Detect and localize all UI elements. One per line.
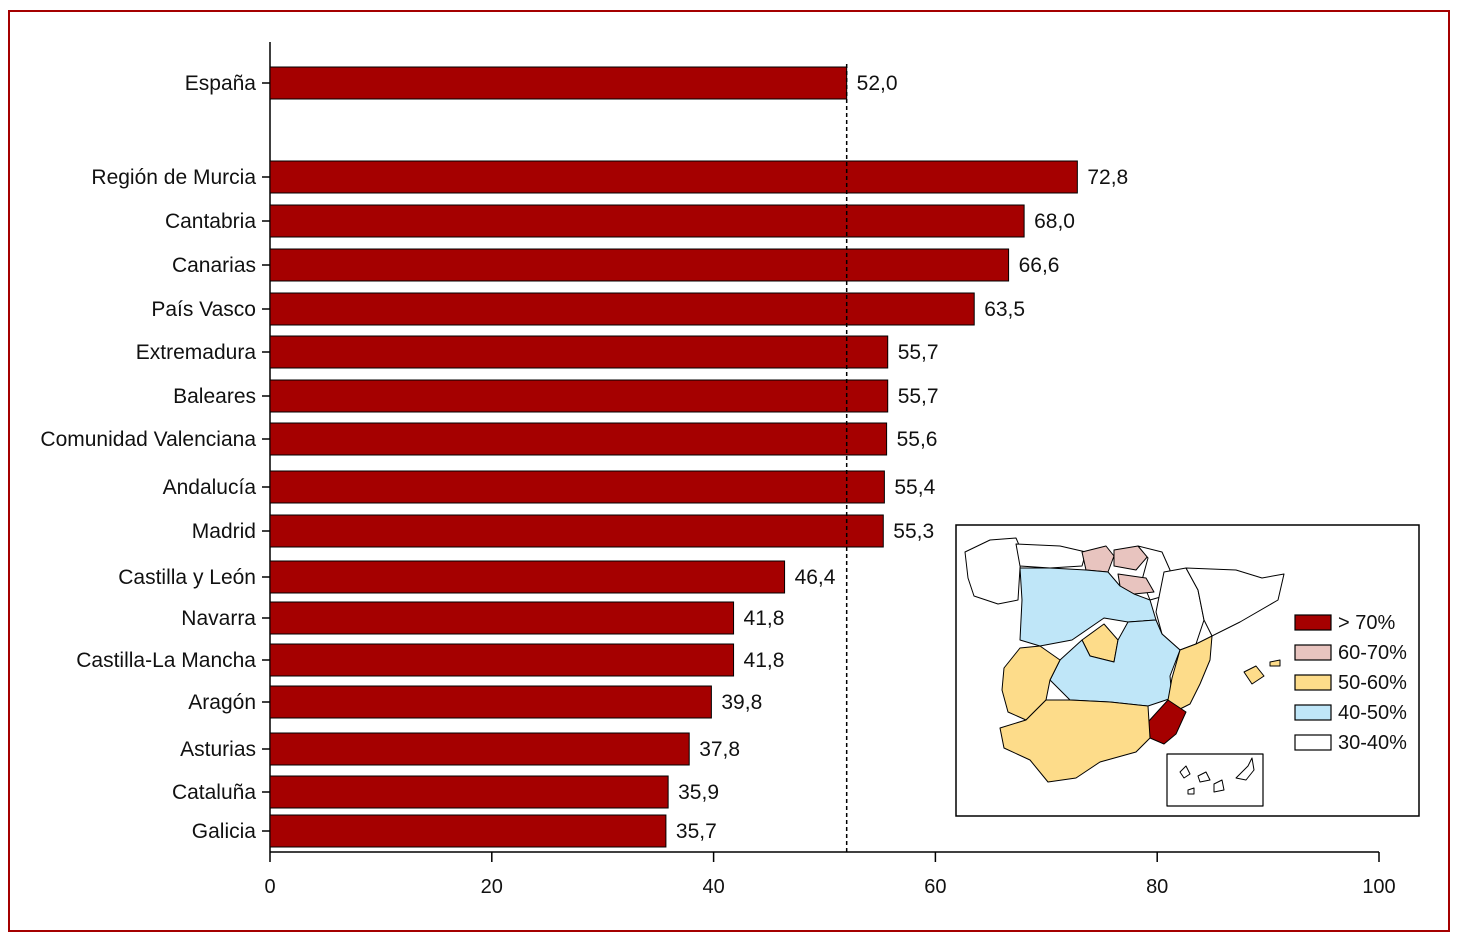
value-label-galicia: 35,7 — [676, 820, 717, 843]
bar-castilla-y-leon — [269, 560, 786, 594]
bar-canarias — [269, 248, 1010, 282]
category-label-pais-vasco: País Vasco — [151, 298, 256, 321]
legend-label-4: 30-40% — [1338, 732, 1407, 754]
region-galicia — [964, 537, 1023, 605]
region-canarias — [1179, 757, 1255, 795]
category-label-espana: España — [185, 72, 257, 95]
region-cataluna — [1185, 567, 1285, 637]
region-comunidad-valenciana — [1167, 635, 1213, 713]
region-cantabria — [1081, 545, 1115, 573]
bar-galicia — [269, 814, 667, 848]
inset-map: > 70% 60-70% 50-60% 40-50% 30-40% — [955, 524, 1420, 817]
category-label-cataluna: Cataluña — [172, 781, 256, 804]
bar-region-de-murcia — [269, 160, 1078, 194]
bar-castilla-la-mancha — [269, 643, 735, 677]
value-label-canarias: 66,6 — [1019, 254, 1060, 277]
legend-label-3: 40-50% — [1338, 702, 1407, 724]
legend-swatch-2 — [1294, 674, 1332, 691]
region-pais-vasco — [1113, 545, 1149, 571]
category-label-region-de-murcia: Región de Murcia — [91, 166, 256, 189]
bar-pais-vasco — [269, 292, 975, 326]
category-label-navarra: Navarra — [181, 607, 256, 630]
x-tick-label-20: 20 — [481, 876, 503, 898]
value-label-cantabria: 68,0 — [1034, 210, 1075, 233]
category-label-castilla-y-leon: Castilla y León — [118, 566, 256, 589]
category-label-madrid: Madrid — [192, 520, 256, 543]
bar-cataluna — [269, 775, 669, 809]
bar-andalucia — [269, 470, 885, 504]
category-label-comunidad-valenciana: Comunidad Valenciana — [40, 428, 256, 451]
map-legend: > 70% 60-70% 50-60% 40-50% 30-40% — [1294, 612, 1407, 754]
bar-extremadura — [269, 335, 889, 369]
category-label-baleares: Baleares — [173, 385, 256, 408]
legend-swatch-0 — [1294, 614, 1332, 631]
value-label-cataluna: 35,9 — [678, 781, 719, 804]
x-tick-label-80: 80 — [1146, 876, 1168, 898]
bar-madrid — [269, 514, 884, 548]
bar-espana — [269, 66, 848, 100]
value-label-extremadura: 55,7 — [898, 341, 939, 364]
legend-label-0: > 70% — [1338, 612, 1395, 634]
value-label-baleares: 55,7 — [898, 385, 939, 408]
value-label-espana: 52,0 — [857, 72, 898, 95]
x-tick-label-0: 0 — [264, 876, 275, 898]
value-label-andalucia: 55,4 — [894, 476, 935, 499]
value-label-aragon: 39,8 — [721, 691, 762, 714]
spain-map — [964, 537, 1285, 807]
region-andalucia — [999, 699, 1151, 783]
legend-swatch-4 — [1294, 734, 1332, 751]
region-asturias — [1015, 543, 1087, 569]
region-baleares — [1243, 665, 1265, 685]
category-label-galicia: Galicia — [192, 820, 257, 843]
value-label-madrid: 55,3 — [893, 520, 934, 543]
region-baleares-minor — [1269, 659, 1281, 667]
chart-frame — [8, 10, 1450, 932]
legend-label-1: 60-70% — [1338, 642, 1407, 664]
value-label-navarra: 41,8 — [744, 607, 785, 630]
region-extremadura — [1001, 645, 1061, 721]
region-la-rioja — [1117, 573, 1155, 595]
x-tick-label-60: 60 — [924, 876, 946, 898]
category-label-cantabria: Cantabria — [165, 210, 256, 233]
value-label-comunidad-valenciana: 55,6 — [897, 428, 938, 451]
bar-navarra — [269, 601, 735, 635]
bar-asturias — [269, 732, 690, 766]
category-label-castilla-la-mancha: Castilla-La Mancha — [76, 649, 256, 672]
legend-label-2: 50-60% — [1338, 672, 1407, 694]
value-label-asturias: 37,8 — [699, 738, 740, 761]
category-label-andalucia: Andalucía — [163, 476, 257, 499]
category-label-aragon: Aragón — [188, 691, 256, 714]
x-tick-label-100: 100 — [1362, 876, 1395, 898]
bar-baleares — [269, 379, 889, 413]
legend-swatch-1 — [1294, 644, 1332, 661]
x-tick-label-40: 40 — [702, 876, 724, 898]
canary-inset-border — [1166, 753, 1264, 807]
category-label-canarias: Canarias — [172, 254, 256, 277]
legend-swatch-3 — [1294, 704, 1332, 721]
value-label-castilla-y-leon: 46,4 — [795, 566, 836, 589]
bar-aragon — [269, 685, 712, 719]
value-label-pais-vasco: 63,5 — [984, 298, 1025, 321]
value-label-castilla-la-mancha: 41,8 — [744, 649, 785, 672]
value-label-region-de-murcia: 72,8 — [1087, 166, 1128, 189]
category-label-asturias: Asturias — [180, 738, 256, 761]
category-label-extremadura: Extremadura — [136, 341, 257, 364]
bar-comunidad-valenciana — [269, 422, 888, 456]
bar-cantabria — [269, 204, 1025, 238]
